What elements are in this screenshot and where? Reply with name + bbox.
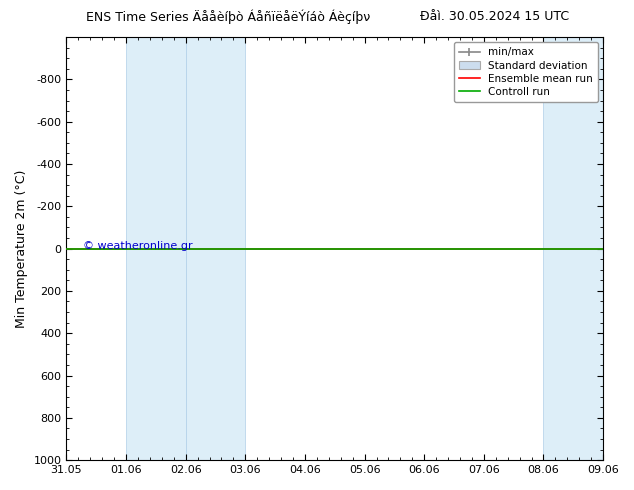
Bar xyxy=(543,37,603,460)
Y-axis label: Min Temperature 2m (°C): Min Temperature 2m (°C) xyxy=(15,170,28,328)
Text: ENS Time Series Äååèíþò ÁåñïëåëÝíáò Áèçíþν: ENS Time Series Äååèíþò ÁåñïëåëÝíáò Áèçí… xyxy=(86,10,370,24)
Legend: min/max, Standard deviation, Ensemble mean run, Controll run: min/max, Standard deviation, Ensemble me… xyxy=(453,42,598,102)
Text: © weatheronline.gr: © weatheronline.gr xyxy=(82,242,192,251)
Bar xyxy=(186,37,245,460)
Bar xyxy=(126,37,186,460)
Text: Đåì. 30.05.2024 15 UTC: Đåì. 30.05.2024 15 UTC xyxy=(420,10,569,23)
